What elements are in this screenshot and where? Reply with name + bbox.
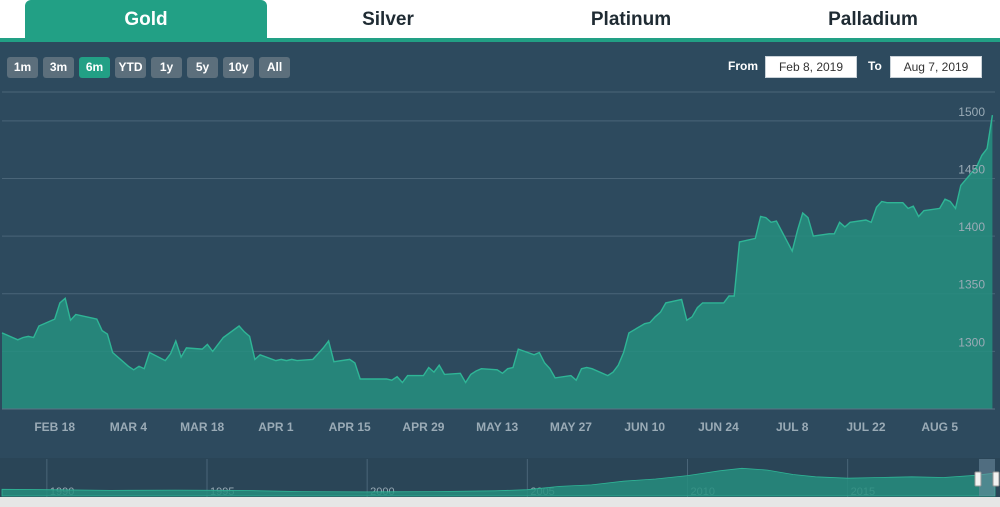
tab-platinum[interactable]: Platinum bbox=[590, 9, 672, 30]
navigator-selection[interactable] bbox=[978, 459, 995, 496]
y-axis-labels: 1300 1350 1400 1450 1500 bbox=[958, 105, 985, 350]
range-ytd-button[interactable]: YTD bbox=[115, 57, 146, 78]
y-tick-label: 1400 bbox=[958, 220, 985, 234]
x-tick-label: MAR 4 bbox=[110, 420, 148, 434]
x-tick-label: APR 29 bbox=[402, 420, 444, 434]
range-6m-button[interactable]: 6m bbox=[79, 57, 110, 78]
x-tick-label: JUL 22 bbox=[846, 420, 885, 434]
from-date-input[interactable] bbox=[765, 56, 857, 78]
y-tick-label: 1300 bbox=[958, 335, 985, 349]
range-3m-button[interactable]: 3m bbox=[43, 57, 74, 78]
navigator-year-label: 2015 bbox=[851, 486, 875, 498]
x-tick-label: JUN 24 bbox=[698, 420, 739, 434]
x-tick-label: MAR 18 bbox=[180, 420, 224, 434]
metal-tabs: Gold Silver Platinum Palladium bbox=[0, 0, 1000, 38]
x-axis-labels: FEB 18 MAR 4 MAR 18 APR 1 APR 15 APR 29 MAY 13… bbox=[34, 420, 958, 434]
x-tick-label: MAY 27 bbox=[550, 420, 592, 434]
navigator-series bbox=[1, 467, 996, 497]
range-all-button[interactable]: All bbox=[259, 57, 290, 78]
navigator-handle[interactable] bbox=[992, 471, 1000, 487]
tab-silver[interactable]: Silver bbox=[362, 9, 414, 30]
navigator-year-label: 2010 bbox=[690, 486, 714, 498]
range-10y-button[interactable]: 10y bbox=[223, 57, 254, 78]
range-1y-button[interactable]: 1y bbox=[151, 57, 182, 78]
x-tick-label: FEB 18 bbox=[34, 420, 75, 434]
navigator-year-label: 1995 bbox=[210, 486, 234, 498]
x-tick-label: JUL 8 bbox=[776, 420, 809, 434]
x-tick-label: APR 15 bbox=[329, 420, 371, 434]
navigator-year-label: 1990 bbox=[50, 486, 74, 498]
range-5y-button[interactable]: 5y bbox=[187, 57, 218, 78]
range-1m-button[interactable]: 1m bbox=[7, 57, 38, 78]
tab-underline bbox=[0, 38, 1000, 42]
to-date-input[interactable] bbox=[890, 56, 982, 78]
x-tick-label: JUN 10 bbox=[624, 420, 665, 434]
y-tick-label: 1500 bbox=[958, 105, 985, 119]
navigator[interactable]: 1990 1995 2000 2005 2010 2015 bbox=[0, 458, 1000, 507]
navigator-year-label: 2000 bbox=[370, 486, 394, 498]
area-fill bbox=[2, 115, 993, 409]
from-label: From bbox=[728, 59, 758, 73]
to-label: To bbox=[868, 59, 882, 73]
navigator-year-label: 2005 bbox=[530, 486, 554, 498]
tab-gold[interactable]: Gold bbox=[25, 0, 267, 38]
x-tick-label: MAY 13 bbox=[476, 420, 518, 434]
tab-palladium[interactable]: Palladium bbox=[828, 9, 918, 30]
y-tick-label: 1350 bbox=[958, 278, 985, 292]
y-tick-label: 1450 bbox=[958, 162, 985, 176]
navigator-background bbox=[0, 458, 1000, 506]
price-area bbox=[1, 114, 995, 410]
x-tick-label: APR 1 bbox=[258, 420, 294, 434]
navigator-handle[interactable] bbox=[974, 471, 982, 487]
navigator-scrollbar[interactable] bbox=[0, 497, 1000, 507]
price-line bbox=[1, 114, 994, 384]
x-tick-label: AUG 5 bbox=[921, 420, 958, 434]
grid-lines bbox=[2, 91, 995, 352]
